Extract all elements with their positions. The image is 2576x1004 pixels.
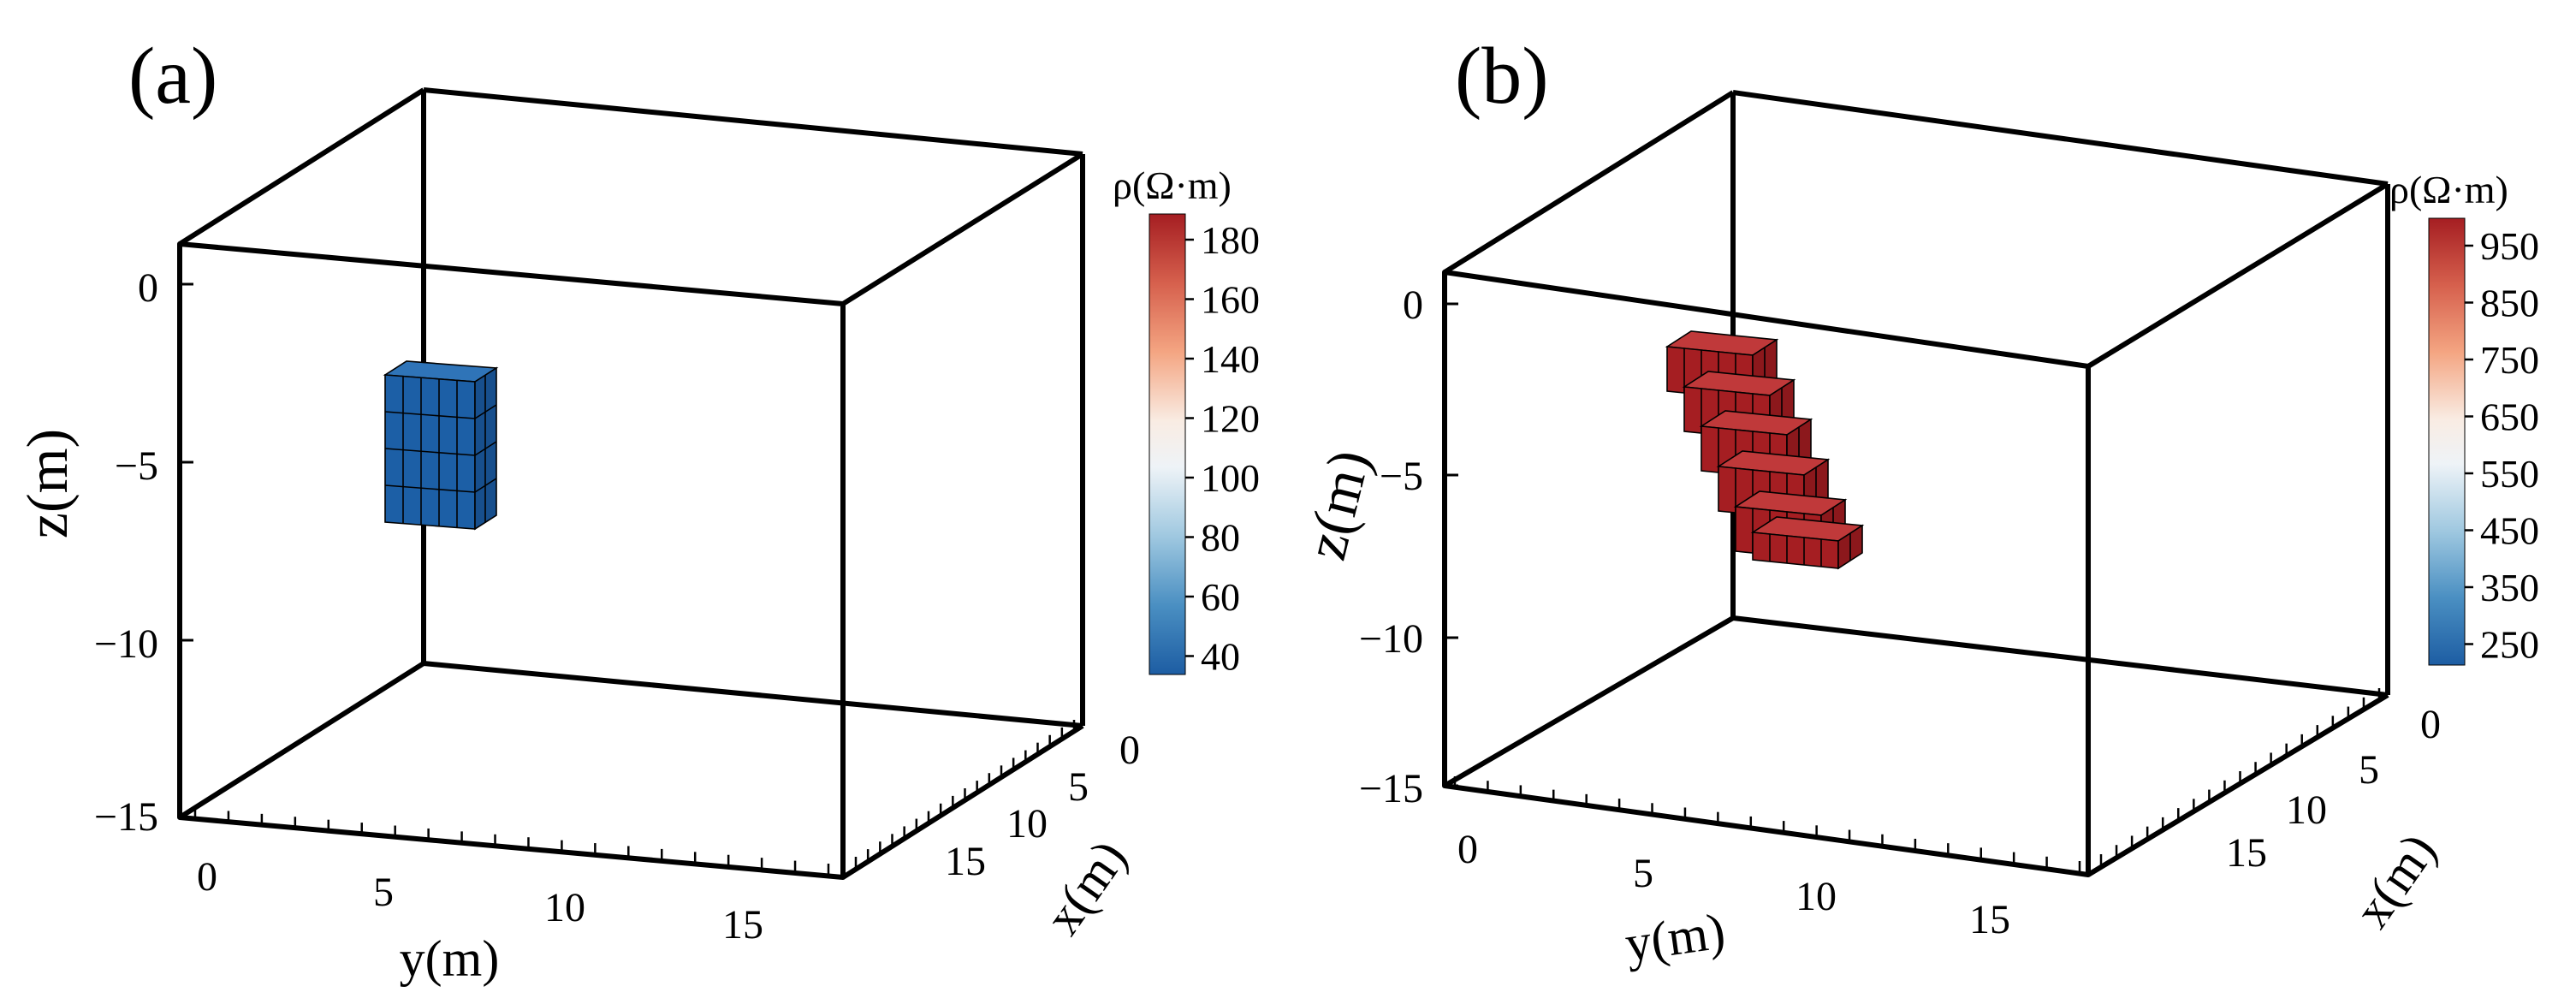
y-axis-label-b: y(m) (1622, 902, 1729, 972)
y-tick-b-3: 15 (1969, 897, 2010, 942)
colorbar-tick-label: 350 (2480, 566, 2539, 609)
colorbar-gradient-a (1149, 213, 1186, 675)
y-axis-a: 0 5 10 15 y(m) (193, 808, 830, 987)
y-axis-label-a: y(m) (400, 930, 500, 987)
colorbar-tick-label: 60 (1201, 575, 1240, 619)
block-grid-a (384, 375, 497, 528)
box-frame-b (1442, 90, 2390, 877)
panel-a: (a) z(m) 0 −5 −10 −15 (15, 32, 1260, 987)
colorbar-tick-label: 180 (1201, 218, 1260, 262)
z-tick-a-3: −15 (94, 794, 158, 840)
colorbar-b: ρ(Ω·m) 950 850 750 650 550 450 350 250 (2389, 168, 2539, 667)
panel-label-b: (b) (1455, 32, 1549, 121)
colorbar-tick-label: 750 (2480, 338, 2539, 382)
z-axis-label-a: z(m) (15, 429, 80, 538)
x-axis-label-b: x(m) (2343, 823, 2447, 937)
dip-layer (1750, 516, 1865, 570)
z-axis-b: z(m) 0 −5 −10 −15 (1292, 282, 1458, 811)
y-tick-a-3: 15 (722, 902, 763, 948)
x-tick-a-0: 0 (1119, 728, 1140, 773)
z-tick-a-0: 0 (138, 265, 158, 311)
colorbar-tick-label: 80 (1201, 516, 1240, 560)
z-axis-label-b: z(m) (1292, 443, 1382, 566)
colorbar-tick-label: 450 (2480, 509, 2539, 553)
z-tick-b-2: −10 (1359, 616, 1423, 662)
z-axis-a: z(m) 0 −5 −10 −15 (15, 265, 193, 840)
y-tick-b-0: 0 (1457, 827, 1478, 872)
colorbar-tick-label: 550 (2480, 452, 2539, 496)
x-axis-b: 0 5 10 15 x(m) (2099, 688, 2447, 937)
panel-b: (b) z(m) 0 −5 −10 −15 (1292, 32, 2539, 972)
x-tick-a-2: 10 (1006, 801, 1048, 847)
colorbar-gradient-b (2428, 217, 2466, 666)
colorbar-ticks-b: 950 850 750 650 550 450 350 250 (2465, 224, 2539, 667)
colorbar-title-a: ρ(Ω·m) (1113, 163, 1232, 207)
panel-label-a: (a) (128, 32, 217, 121)
colorbar-title-b: ρ(Ω·m) (2389, 168, 2508, 211)
x-tick-b-2: 10 (2286, 787, 2327, 833)
box-frame-a (177, 87, 1085, 880)
x-tick-a-1: 5 (1068, 764, 1089, 810)
z-tick-b-3: −15 (1359, 766, 1423, 811)
anomaly-block-a (383, 360, 499, 531)
y-tick-b-2: 10 (1795, 874, 1837, 919)
colorbar-tick-label: 160 (1201, 278, 1260, 322)
y-tick-b-1: 5 (1633, 851, 1653, 896)
x-axis-a: 0 5 10 15 x(m) (854, 720, 1140, 944)
x-tick-b-1: 5 (2359, 747, 2379, 793)
colorbar-tick-label: 950 (2480, 224, 2539, 268)
colorbar-tick-label: 40 (1201, 635, 1240, 679)
y-axis-b: 0 5 10 15 y(m) (1453, 776, 2081, 972)
colorbar-ticks-a: 180 160 140 120 100 80 60 40 (1185, 218, 1260, 679)
z-tick-b-0: 0 (1403, 282, 1423, 328)
z-tick-a-2: −10 (94, 621, 158, 667)
block-grid-line (384, 448, 476, 456)
x-tick-a-3: 15 (945, 839, 986, 884)
y-tick-a-0: 0 (197, 854, 217, 900)
anomaly-block-b (1665, 330, 1865, 570)
z-tick-b-1: −5 (1380, 454, 1423, 499)
y-tick-a-1: 5 (373, 870, 394, 915)
colorbar-tick-label: 140 (1201, 337, 1260, 381)
colorbar-tick-label: 100 (1201, 456, 1260, 500)
colorbar-a: ρ(Ω·m) 180 160 140 120 100 80 60 40 (1113, 163, 1260, 679)
x-tick-b-0: 0 (2420, 702, 2441, 747)
colorbar-tick-label: 250 (2480, 623, 2539, 667)
y-tick-a-2: 10 (544, 885, 585, 930)
z-tick-a-1: −5 (115, 443, 158, 489)
colorbar-tick-label: 120 (1201, 397, 1260, 441)
colorbar-tick-label: 650 (2480, 395, 2539, 439)
block-grid-line (384, 484, 476, 493)
colorbar-tick-label: 850 (2480, 282, 2539, 325)
x-tick-b-3: 15 (2226, 830, 2267, 876)
block-grid-line (384, 411, 476, 419)
x-axis-label-a: x(m) (1034, 830, 1137, 944)
dip-layer (1716, 450, 1831, 521)
